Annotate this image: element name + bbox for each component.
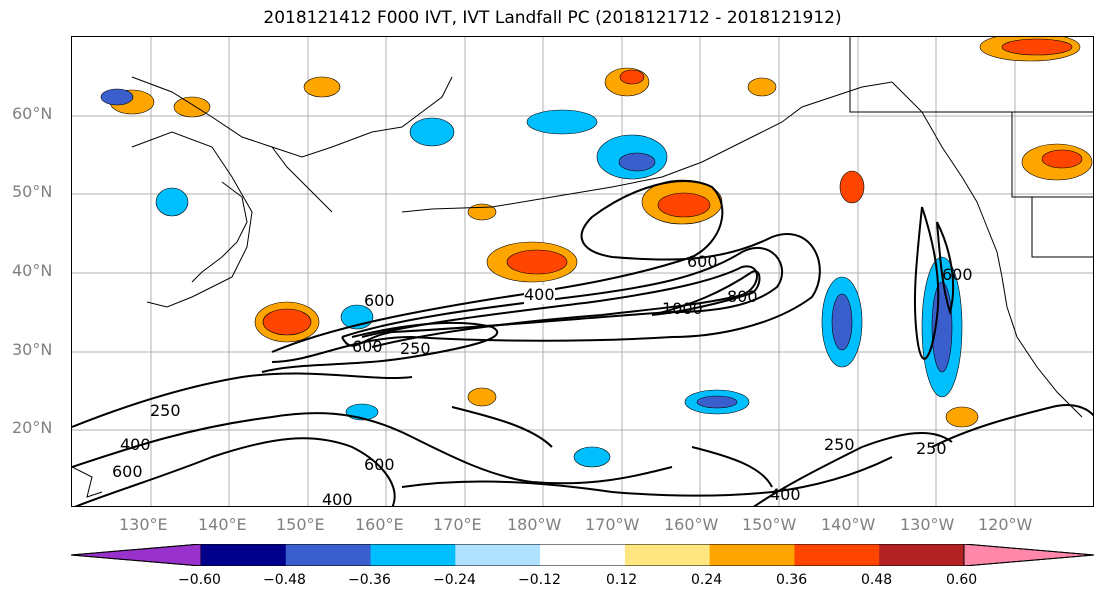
colorbar-swatch (70, 543, 202, 567)
colorbar-tick: −0.12 (518, 572, 561, 588)
contour-label: 600 (112, 462, 143, 481)
lat-label: 40°N (12, 261, 53, 280)
contour-label: 400 (322, 490, 353, 507)
colorbar-tick: −0.48 (263, 572, 306, 588)
contour-label: 250 (400, 339, 431, 358)
colorbar-tick: 0.36 (776, 572, 808, 588)
colorbar-tick: −0.36 (348, 572, 391, 588)
lon-label: 120°W (978, 515, 1033, 534)
contour-label: 250 (824, 435, 855, 454)
contour-labels: 400 600 1000 800 600 250 600 250 400 600… (72, 37, 1093, 507)
lon-label: 170°E (433, 515, 482, 534)
contour-label: 250 (150, 401, 181, 420)
coastlines (72, 37, 1093, 498)
colorbar-swatch (624, 544, 711, 566)
lon-label: 140°E (198, 515, 247, 534)
colorbar-swatch (963, 543, 1095, 567)
ivt-contours (72, 180, 1093, 506)
lat-label: 30°N (12, 340, 53, 359)
contour-label: 1000 (662, 299, 703, 318)
contour-label: 600 (364, 291, 395, 310)
lon-label: 170°W (585, 515, 640, 534)
colorbar-swatch (794, 544, 880, 566)
contour-label: 600 (942, 265, 973, 284)
shaded-anomalies (100, 37, 1093, 468)
colorbar (70, 543, 1095, 570)
colorbar-swatch (879, 544, 965, 566)
contour-label: 250 (916, 439, 947, 458)
map-panel[interactable]: 400 600 1000 800 600 250 600 250 400 600… (71, 36, 1094, 507)
colorbar-tick: 0.24 (691, 572, 723, 588)
lon-label: 130°W (900, 515, 955, 534)
colorbar-swatch (709, 544, 795, 566)
lon-label: 180°W (507, 515, 562, 534)
lat-label: 60°N (12, 104, 53, 123)
colorbar-swatch (201, 544, 287, 566)
colorbar-swatch (370, 544, 456, 566)
colorbar-swatch (540, 544, 626, 566)
colorbar-tick: −0.24 (433, 572, 476, 588)
colorbar-tick: −0.60 (178, 572, 221, 588)
colorbar-tick: 0.48 (861, 572, 893, 588)
map-canvas (72, 37, 1093, 506)
lon-label: 160°W (664, 515, 719, 534)
lon-label: 160°E (355, 515, 404, 534)
lon-label: 150°E (276, 515, 325, 534)
colorbar-tick: 0.60 (946, 572, 978, 588)
lon-label: 130°E (119, 515, 168, 534)
lat-label: 20°N (12, 418, 53, 437)
lon-label: 150°W (742, 515, 797, 534)
lon-label: 140°W (821, 515, 876, 534)
contour-label: 800 (727, 287, 758, 306)
contour-label: 600 (364, 455, 395, 474)
contour-label: 400 (770, 485, 801, 504)
contour-label: 400 (524, 285, 555, 304)
contour-label: 600 (687, 252, 718, 271)
colorbar-swatch (455, 544, 541, 566)
colorbar-swatch (285, 544, 372, 566)
colorbar-tick: 0.12 (606, 572, 638, 588)
contour-label: 600 (352, 337, 383, 356)
contour-label: 400 (120, 435, 151, 454)
colorbar-swatches (70, 543, 1095, 567)
lat-label: 50°N (12, 182, 53, 201)
map-title: 2018121412 F000 IVT, IVT Landfall PC (20… (263, 8, 842, 28)
